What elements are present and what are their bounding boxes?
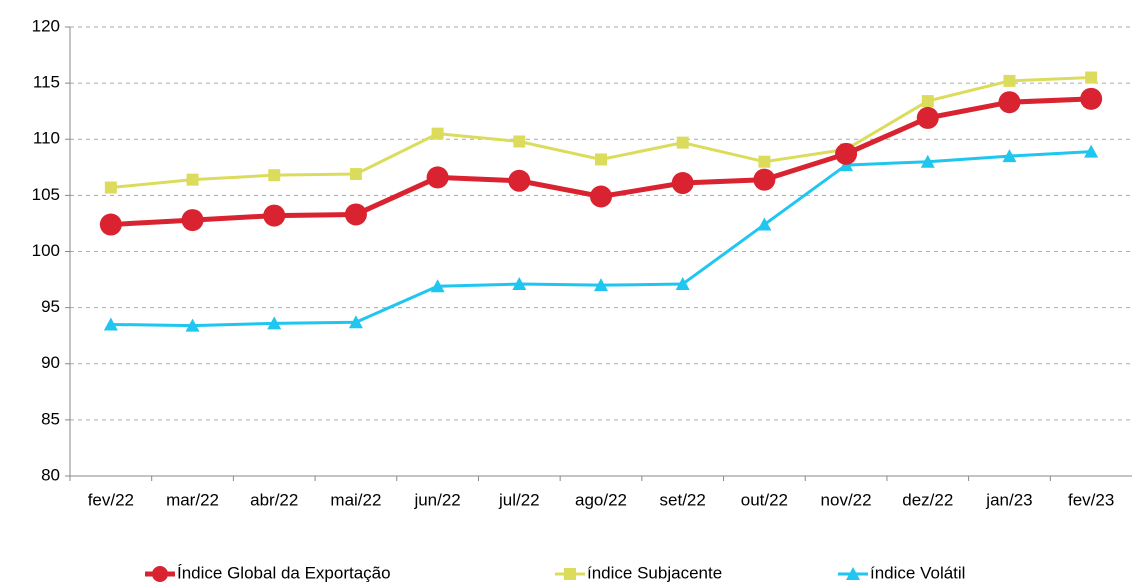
data-point bbox=[753, 168, 776, 191]
data-point bbox=[99, 213, 122, 236]
data-point bbox=[916, 106, 939, 129]
data-point bbox=[676, 136, 689, 149]
x-tick-label: mai/22 bbox=[330, 490, 381, 509]
data-point bbox=[1003, 74, 1016, 87]
data-point bbox=[104, 181, 117, 194]
y-tick-label: 80 bbox=[41, 465, 60, 484]
data-point bbox=[103, 317, 118, 331]
data-point bbox=[513, 135, 526, 148]
legend-marker bbox=[846, 567, 860, 580]
data-point bbox=[590, 185, 612, 208]
legend-marker bbox=[564, 568, 576, 580]
data-point bbox=[595, 153, 607, 166]
series-line bbox=[110, 76, 1092, 190]
y-tick-label: 85 bbox=[41, 409, 60, 428]
data-point bbox=[921, 95, 934, 108]
data-point bbox=[267, 316, 282, 330]
x-tick-label: jun/22 bbox=[413, 490, 460, 509]
data-point bbox=[1085, 71, 1098, 84]
x-tick-label: nov/22 bbox=[821, 490, 872, 509]
x-tick-label: mar/22 bbox=[166, 490, 219, 509]
data-point bbox=[1080, 87, 1103, 110]
data-point bbox=[349, 168, 362, 181]
data-point bbox=[348, 315, 363, 329]
data-point bbox=[431, 127, 444, 140]
data-point bbox=[671, 172, 694, 195]
legend-label: índice Volátil bbox=[870, 563, 965, 582]
y-tick-label: 90 bbox=[41, 353, 60, 372]
legend-marker bbox=[152, 566, 168, 582]
y-tick-label: 100 bbox=[32, 241, 60, 260]
x-tick-label: abr/22 bbox=[250, 490, 298, 509]
x-tick-label: ago/22 bbox=[575, 490, 627, 509]
data-point bbox=[268, 169, 281, 182]
x-tick-label: jan/23 bbox=[985, 490, 1032, 509]
data-point bbox=[594, 278, 608, 292]
data-point bbox=[186, 173, 199, 186]
legend-label: Índice Global da Exportação bbox=[177, 563, 391, 582]
x-tick-label: fev/23 bbox=[1068, 490, 1114, 509]
data-point bbox=[675, 277, 690, 291]
x-tick-label: dez/22 bbox=[902, 490, 953, 509]
y-tick-label: 115 bbox=[33, 73, 60, 92]
legend-label: índice Subjacente bbox=[587, 563, 722, 582]
y-tick-label: 120 bbox=[32, 16, 60, 35]
data-point bbox=[185, 318, 200, 332]
data-point bbox=[835, 142, 858, 165]
data-point bbox=[508, 169, 531, 192]
data-point bbox=[344, 203, 367, 226]
x-tick-label: set/22 bbox=[660, 490, 706, 509]
data-point bbox=[1002, 149, 1017, 163]
x-tick-label: jul/22 bbox=[498, 490, 540, 509]
data-point bbox=[430, 279, 445, 293]
y-tick-label: 95 bbox=[41, 297, 60, 316]
y-tick-label: 110 bbox=[33, 129, 60, 148]
data-point bbox=[920, 154, 935, 168]
data-point bbox=[1084, 144, 1099, 158]
data-point bbox=[181, 209, 204, 232]
data-point bbox=[757, 217, 772, 231]
x-tick-label: fev/22 bbox=[88, 490, 134, 509]
y-tick-label: 105 bbox=[32, 185, 60, 204]
data-point bbox=[758, 155, 771, 168]
x-tick-label: out/22 bbox=[741, 490, 788, 509]
data-point bbox=[512, 277, 527, 291]
data-point bbox=[426, 166, 449, 189]
data-point bbox=[263, 204, 286, 227]
series-line bbox=[110, 150, 1092, 328]
data-point bbox=[998, 91, 1021, 114]
